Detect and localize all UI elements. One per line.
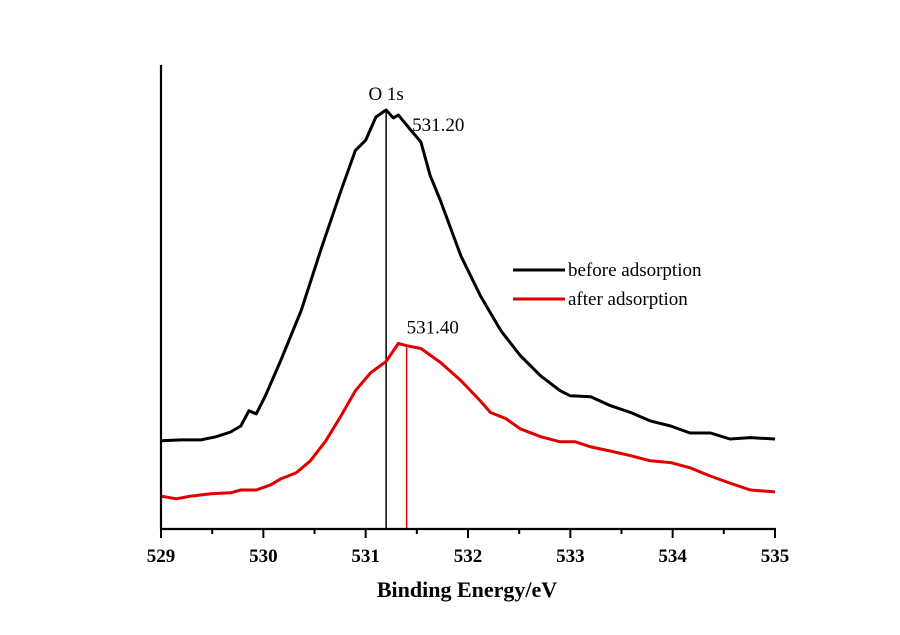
annotations: O 1s 531.20 531.40	[368, 84, 464, 338]
legend-label: after adsorption	[568, 289, 688, 310]
x-ticks	[160, 529, 776, 538]
x-tick-label: 530	[249, 546, 278, 567]
legend: before adsorption after adsorption	[513, 260, 702, 310]
x-tick-label: 529	[147, 546, 176, 567]
x-axis-title: Binding Energy/eV	[377, 577, 557, 602]
x-tick-label: 532	[454, 546, 483, 567]
peak-markers	[385, 109, 408, 529]
annotation-peak-after: 531.40	[407, 317, 459, 338]
x-tick-label: 534	[658, 546, 687, 567]
x-tick-label: 535	[761, 546, 790, 567]
series-line-after-adsorption	[160, 341, 776, 501]
annotation-peak-before: 531.20	[412, 115, 464, 136]
annotation-o1s: O 1s	[368, 84, 403, 105]
series-line-before-adsorption	[160, 108, 776, 443]
x-tick-label: 533	[556, 546, 585, 567]
legend-label: before adsorption	[568, 260, 702, 281]
series-group	[160, 108, 776, 501]
x-tick-labels: 529 530 531 532 533 534 535	[147, 546, 790, 567]
x-tick-label: 531	[351, 546, 380, 567]
